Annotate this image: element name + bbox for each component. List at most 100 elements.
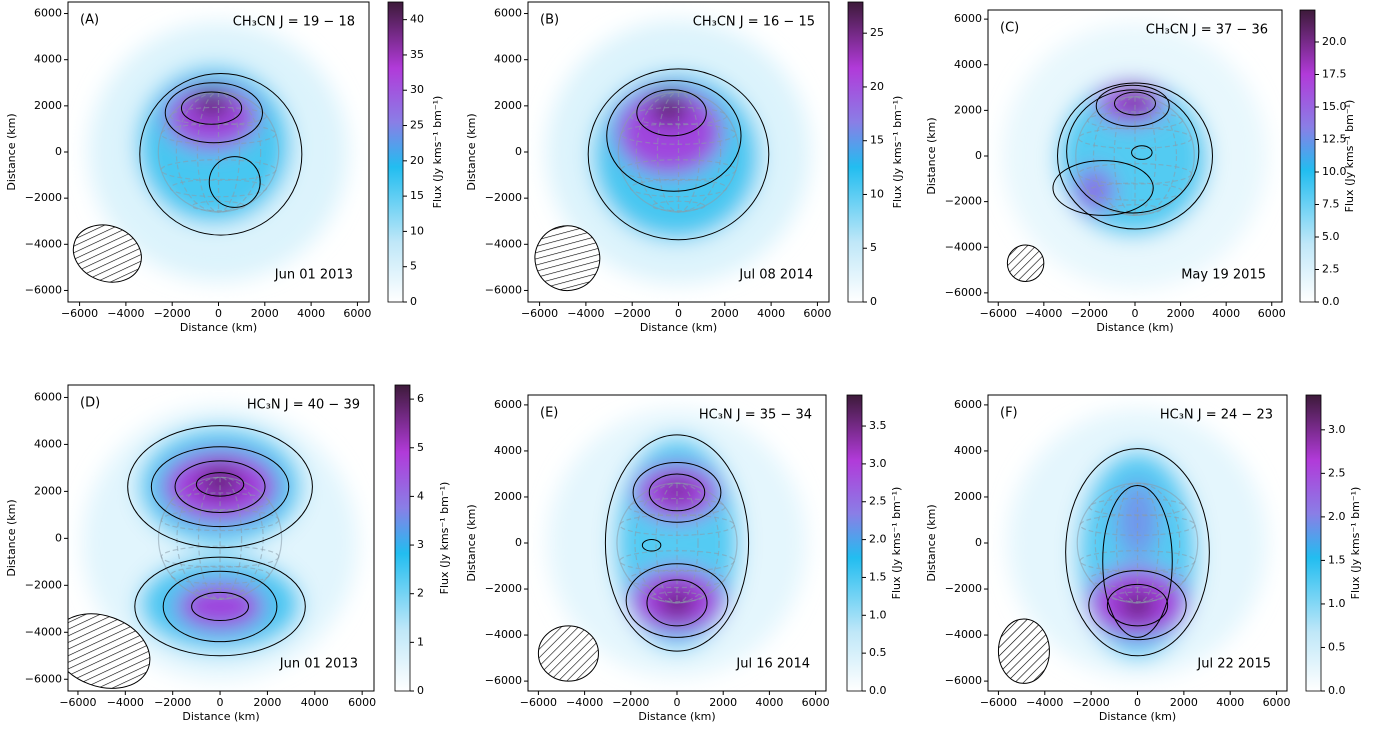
- x-tick-label: 2000: [711, 307, 739, 320]
- x-tick-label: 0: [1132, 307, 1139, 320]
- colorbar-tick-label: 6: [417, 392, 424, 405]
- panel: −6000 −4000 −2000 0 2000 4000 6000−6000−4000−2…: [465, 1, 904, 334]
- colorbar: [394, 384, 411, 692]
- x-tick-label: −2000: [1073, 696, 1110, 709]
- contour: [606, 79, 742, 192]
- colorbar-tick-label: 0.0: [869, 684, 887, 697]
- colorbar: [387, 1, 404, 303]
- colorbar-tick-label: 5: [870, 241, 877, 254]
- colorbar-tick-label: 35: [410, 48, 424, 61]
- panel: −6000 −4000 −2000 0 2000 4000 6000−6000−4000−2…: [5, 1, 444, 334]
- panel-label: (C): [1000, 21, 1019, 36]
- x-tick-label: 0: [674, 696, 681, 709]
- x-tick-label: −2000: [614, 307, 651, 320]
- x-tick-label: −4000: [567, 307, 604, 320]
- x-tick-label: 6000: [1258, 307, 1286, 320]
- emission: [663, 480, 691, 500]
- x-tick-label: 0: [1134, 696, 1141, 709]
- colorbar-tick-label: 0.5: [1328, 640, 1346, 653]
- colorbar-tick-label: 25: [410, 119, 424, 132]
- x-tick-label: −6000: [980, 696, 1017, 709]
- x-tick-label: −6000: [521, 307, 558, 320]
- colorbar-tick-label: 0.0: [1328, 684, 1346, 697]
- contour: [641, 539, 662, 552]
- contour: [208, 156, 261, 208]
- y-tick-label: −6000: [945, 674, 982, 687]
- y-tick-label: 0: [515, 536, 522, 549]
- colorbar-tick-label: 10: [410, 224, 424, 237]
- colorbar: [1299, 9, 1316, 303]
- contour: [191, 591, 249, 622]
- colorbar-label: Flux (Jy kms⁻¹ bm⁻¹): [891, 96, 904, 209]
- y-tick-label: 2000: [494, 99, 522, 112]
- contour: [587, 68, 770, 241]
- panel-label: (A): [80, 13, 99, 28]
- colorbar-tick-label: 5: [410, 260, 417, 273]
- colorbar-tick-label: 12.5: [1322, 132, 1347, 145]
- plot-area: [68, 406, 358, 689]
- contour: [134, 556, 306, 657]
- colorbar-tick-label: 20: [870, 80, 884, 93]
- x-tick-label: 6000: [803, 307, 831, 320]
- colorbar-label: Flux (Jy kms⁻¹ bm⁻¹): [890, 487, 903, 600]
- y-tick-label: 6000: [954, 12, 982, 25]
- panel-label: (E): [540, 406, 558, 421]
- y-tick-label: −4000: [945, 628, 982, 641]
- contour: [1113, 91, 1157, 116]
- observation-date: Jul 22 2015: [1196, 657, 1271, 672]
- colorbar-tick-label: 2.0: [1328, 510, 1346, 523]
- x-axis-label: Distance (km): [638, 710, 715, 723]
- observation-date: Jun 01 2013: [274, 268, 353, 283]
- x-tick-label: −6000: [59, 696, 96, 709]
- colorbar-tick-label: 40: [410, 13, 424, 26]
- colorbar-tick-label: 0: [870, 295, 877, 308]
- globe: [1076, 482, 1199, 604]
- y-tick-label: 4000: [954, 444, 982, 457]
- colorbar-tick-label: 5: [417, 441, 424, 454]
- y-tick-label: −4000: [25, 237, 62, 250]
- colorbar-tick-label: 3.5: [869, 419, 887, 432]
- y-tick-label: 6000: [954, 398, 982, 411]
- y-tick-label: −2000: [25, 578, 62, 591]
- colorbar-tick-label: 0: [417, 684, 424, 697]
- x-tick-label: −4000: [566, 696, 603, 709]
- x-tick-label: 4000: [755, 696, 783, 709]
- x-tick-label: −6000: [980, 307, 1017, 320]
- colorbar-tick-label: 1.5: [869, 570, 887, 583]
- x-tick-label: 4000: [301, 696, 329, 709]
- x-axis-label: Distance (km): [180, 321, 257, 334]
- y-tick-label: 0: [975, 536, 982, 549]
- contour: [1065, 448, 1210, 657]
- contour: [632, 461, 722, 523]
- x-tick-label: 4000: [297, 307, 325, 320]
- globe: [157, 476, 283, 601]
- contour: [1088, 570, 1187, 641]
- y-axis-label: Distance (km): [465, 113, 478, 190]
- colorbar-tick-label: 1.0: [1328, 597, 1346, 610]
- x-axis-label: Distance (km): [182, 710, 259, 723]
- y-tick-label: −4000: [485, 628, 522, 641]
- meridian: [1092, 96, 1178, 216]
- y-tick-label: −2000: [485, 582, 522, 595]
- plot-area: [537, 409, 807, 682]
- y-tick-label: 0: [515, 145, 522, 158]
- y-tick-label: −4000: [945, 240, 982, 253]
- colorbar: [847, 1, 864, 303]
- x-axis-label: Distance (km): [1096, 321, 1173, 334]
- contour: [164, 82, 263, 144]
- x-tick-label: 2000: [253, 696, 281, 709]
- observation-date: Jul 16 2014: [735, 657, 810, 672]
- x-tick-label: −6000: [520, 696, 557, 709]
- y-axis-label: Distance (km): [5, 499, 18, 576]
- contour: [139, 73, 303, 236]
- contour: [1131, 145, 1153, 160]
- colorbar-tick-label: 20: [410, 154, 424, 167]
- colorbar-label: Flux (Jy kms⁻¹ bm⁻¹): [1343, 100, 1356, 213]
- x-tick-label: 2000: [1170, 696, 1198, 709]
- x-tick-label: 4000: [1212, 307, 1240, 320]
- panel-title: CH₃CN J = 37 − 36: [1146, 23, 1268, 38]
- colorbar-tick-label: 10.0: [1322, 165, 1347, 178]
- observation-date: May 19 2015: [1181, 268, 1266, 283]
- panel-label: (B): [540, 13, 559, 28]
- y-tick-label: −4000: [25, 625, 62, 638]
